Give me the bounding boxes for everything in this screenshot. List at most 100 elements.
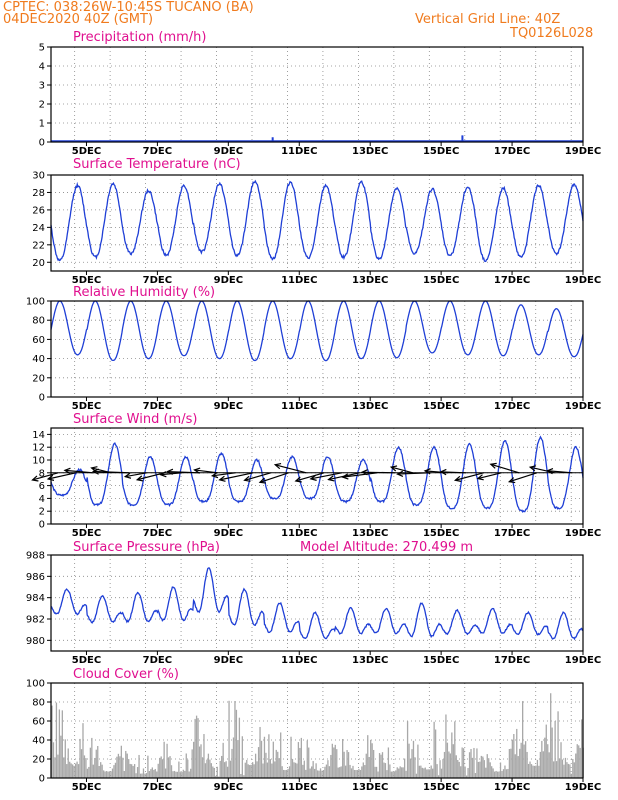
wind-arrowhead bbox=[91, 468, 100, 475]
cloud-bar bbox=[384, 763, 387, 778]
cloud-bar bbox=[485, 767, 487, 778]
cloud-bar bbox=[339, 767, 341, 778]
cloud-bar bbox=[79, 738, 81, 778]
wind-arrow bbox=[391, 466, 413, 474]
cloud-bar bbox=[256, 761, 258, 778]
cloud-bar bbox=[303, 760, 305, 778]
cloud-bar bbox=[275, 749, 277, 778]
y-tick-label: 10 bbox=[32, 456, 45, 467]
panel-5: Surface Pressure (hPa) Model Altitude: 27… bbox=[26, 540, 601, 666]
series-line bbox=[50, 179, 584, 263]
x-tick-label: 15DEC bbox=[423, 146, 459, 157]
cloud-bar bbox=[269, 759, 272, 778]
cloud-bar bbox=[166, 743, 168, 778]
wind-arrow bbox=[93, 470, 130, 474]
cloud-bar bbox=[173, 770, 176, 778]
cloud-bar bbox=[312, 761, 314, 778]
cloud-bar bbox=[73, 765, 75, 778]
panel-subtitle: Model Altitude: 270.499 m bbox=[300, 540, 473, 555]
wind-arrow bbox=[64, 469, 94, 474]
wind-arrow bbox=[477, 472, 502, 480]
header-date: 04DEC2020 40Z (GMT) bbox=[3, 12, 154, 27]
x-tick-label: 17DEC bbox=[494, 655, 530, 666]
cloud-bar bbox=[241, 736, 243, 778]
cloud-bar bbox=[541, 740, 543, 778]
wind-arrowhead bbox=[123, 472, 132, 479]
x-tick-label: 5DEC bbox=[72, 401, 101, 412]
cloud-bar bbox=[365, 753, 367, 778]
cloud-bar bbox=[479, 761, 481, 778]
cloud-bar bbox=[315, 763, 317, 778]
cloud-bar bbox=[502, 769, 505, 778]
cloud-bar bbox=[468, 752, 471, 778]
cloud-bar bbox=[386, 770, 388, 778]
panel-frame bbox=[50, 427, 584, 525]
cloud-bar bbox=[67, 748, 69, 778]
cloud-bar bbox=[209, 759, 211, 778]
x-tick-label: 17DEC bbox=[494, 401, 530, 412]
wind-arrowhead bbox=[546, 468, 554, 475]
cloud-bar bbox=[194, 718, 196, 778]
panel-6: Cloud Cover (%) 0 20 40 60 80 100 5DEC 7DEC 9DEC 1… bbox=[26, 667, 601, 793]
cloud-bar bbox=[567, 763, 570, 778]
cloud-bar bbox=[558, 758, 561, 778]
y-tick-label: 980 bbox=[26, 636, 45, 647]
cloud-bar bbox=[243, 775, 245, 778]
panel-4: Surface Wind (m/s) 0 2 4 6 810 12 14 5DEC 7DEC 9DE… bbox=[31, 412, 601, 539]
wind-arrowhead bbox=[166, 468, 174, 475]
x-tick-label: 11DEC bbox=[281, 146, 317, 157]
cloud-bar bbox=[170, 765, 173, 778]
cloud-bar bbox=[141, 773, 143, 778]
cloud-bar bbox=[157, 763, 159, 778]
cloud-bar bbox=[85, 758, 87, 778]
cloud-bar bbox=[557, 711, 559, 778]
cloud-bar bbox=[576, 744, 578, 778]
cloud-bar bbox=[409, 758, 412, 778]
x-tick-label: 15DEC bbox=[423, 528, 459, 539]
cloud-bar bbox=[421, 767, 423, 778]
y-tick-label: 984 bbox=[26, 593, 45, 604]
y-tick-label: 2 bbox=[39, 100, 45, 111]
x-tick-label: 11DEC bbox=[281, 275, 317, 286]
panel-title: Cloud Cover (%) bbox=[73, 667, 179, 682]
y-tick-label: 0 bbox=[39, 774, 45, 785]
panel-title: Surface Pressure (hPa) bbox=[73, 540, 220, 555]
wind-arrow bbox=[275, 464, 307, 474]
header-model: TQ0126L028 bbox=[510, 26, 594, 41]
y-tick-label: 100 bbox=[26, 679, 45, 690]
cloud-bar bbox=[426, 769, 428, 778]
cloud-bar bbox=[54, 757, 56, 778]
wind-arrowhead bbox=[309, 474, 317, 481]
cloud-bar bbox=[203, 734, 205, 778]
cloud-bar bbox=[204, 763, 207, 778]
cloud-bar bbox=[451, 732, 453, 778]
x-tick-label: 7DEC bbox=[143, 146, 172, 157]
cloud-bar bbox=[396, 767, 398, 778]
panel-frame bbox=[50, 300, 584, 398]
y-tick-label: 30 bbox=[32, 171, 45, 182]
cloud-bar bbox=[430, 765, 432, 778]
y-tick-label: 5 bbox=[39, 43, 45, 54]
cloud-bar bbox=[83, 755, 86, 778]
wind-arrowhead bbox=[258, 477, 267, 484]
cloud-bar bbox=[181, 772, 183, 778]
cloud-bar bbox=[432, 768, 434, 778]
cloud-bar bbox=[575, 753, 577, 778]
cloud-bar bbox=[280, 732, 282, 778]
cloud-bar bbox=[480, 755, 482, 778]
cloud-bar bbox=[477, 761, 480, 778]
y-tick-label: 26 bbox=[32, 205, 45, 216]
x-tick-label: 19DEC bbox=[565, 528, 601, 539]
x-tick-label: 9DEC bbox=[214, 782, 243, 793]
panel-frame bbox=[50, 554, 584, 652]
cloud-bar bbox=[526, 751, 528, 778]
cloud-bar bbox=[306, 740, 308, 778]
cloud-bar bbox=[529, 761, 531, 778]
cloud-bar bbox=[570, 773, 573, 778]
panel-title: Surface Temperature (nC) bbox=[73, 157, 241, 172]
cloud-bar bbox=[102, 770, 105, 778]
cloud-bar bbox=[201, 757, 204, 778]
cloud-bar bbox=[159, 757, 161, 778]
wind-arrowhead bbox=[341, 473, 349, 480]
cloud-bar bbox=[454, 721, 456, 778]
